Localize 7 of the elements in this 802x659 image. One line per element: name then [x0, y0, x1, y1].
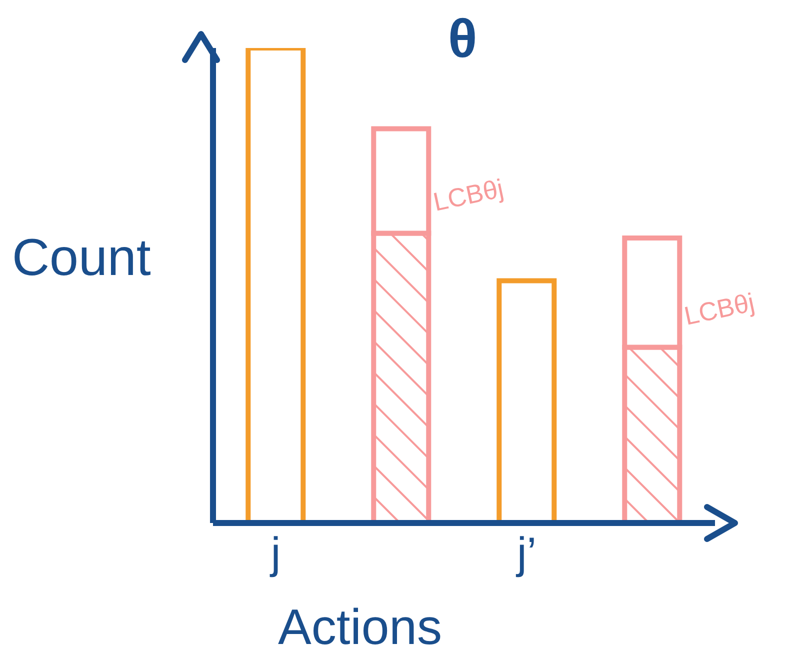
y-axis-title: Count	[12, 228, 151, 288]
chart-title: θ	[448, 8, 478, 70]
x-tick-label: j	[268, 529, 281, 578]
annotation: LCBθj	[682, 287, 758, 332]
annotation: LCBθj	[430, 173, 507, 218]
x-tick-label: j’	[514, 529, 537, 578]
x-axis-title: Actions	[278, 598, 442, 656]
